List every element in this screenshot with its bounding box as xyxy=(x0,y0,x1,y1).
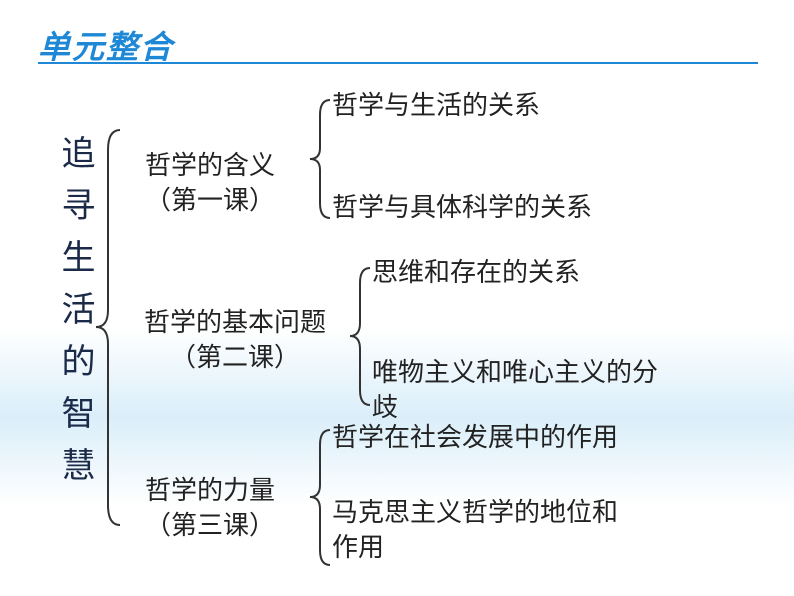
branch-3: 哲学的力量 （第三课） xyxy=(120,473,300,543)
leaf-3-2: 马克思主义哲学的地位和作用 xyxy=(332,495,632,565)
leaf-1-1: 哲学与生活的关系 xyxy=(332,88,540,123)
bracket-branch-3 xyxy=(310,430,330,565)
leaf-3-1: 哲学在社会发展中的作用 xyxy=(332,420,618,455)
branch-1-title: 哲学的含义 xyxy=(145,151,275,180)
branch-2: 哲学的基本问题 （第二课） xyxy=(120,305,350,375)
bracket-branch-2 xyxy=(350,268,370,405)
leaf-1-2: 哲学与具体科学的关系 xyxy=(332,190,592,225)
branch-1: 哲学的含义 （第一课） xyxy=(120,148,300,218)
bracket-branch-1 xyxy=(310,100,330,218)
bracket-root xyxy=(96,130,120,525)
tree-root: 追寻生活的智慧 xyxy=(50,135,99,499)
title-underline xyxy=(38,62,758,64)
branch-1-subtitle: （第一课） xyxy=(145,186,275,215)
leaf-2-2: 唯物主义和唯心主义的分歧 xyxy=(372,355,672,425)
branch-2-subtitle: （第二课） xyxy=(170,343,300,372)
branch-3-subtitle: （第三课） xyxy=(145,511,275,540)
branch-2-title: 哲学的基本问题 xyxy=(144,308,326,337)
leaf-2-1: 思维和存在的关系 xyxy=(372,255,580,290)
branch-3-title: 哲学的力量 xyxy=(145,476,275,505)
